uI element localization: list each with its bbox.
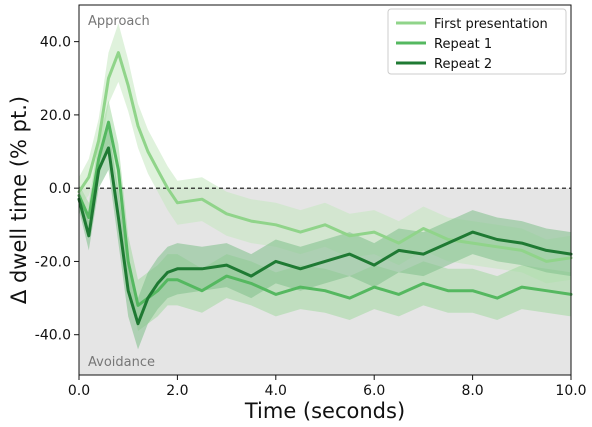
x-tick-label: 6.0: [363, 383, 385, 399]
x-tick-label: 8.0: [461, 383, 483, 399]
y-tick-label: 0.0: [49, 181, 71, 197]
legend-label-repeat-2: Repeat 2: [434, 57, 492, 72]
x-axis-title: Time (seconds): [244, 399, 405, 423]
y-tick-label: -20.0: [35, 254, 71, 270]
confidence-band-2: [79, 125, 571, 350]
x-tick-label: 0.0: [68, 383, 90, 399]
x-tick-label: 2.0: [166, 383, 188, 399]
legend-label-repeat-1: Repeat 1: [434, 37, 492, 52]
series-line-2: [77, 146, 573, 326]
legend: First presentation Repeat 1 Repeat 2: [387, 8, 567, 75]
legend-label-first-presentation: First presentation: [434, 17, 548, 32]
y-tick-label: 20.0: [40, 108, 71, 124]
plot-frame: [78, 4, 572, 376]
series-lines: [77, 51, 573, 326]
y-axis-title: Δ dwell time (% pt.): [7, 96, 31, 304]
y-tick-label: -40.0: [35, 328, 71, 344]
series-line-1: [77, 120, 573, 307]
confidence-band-0: [79, 23, 571, 284]
x-axis-ticks: 0.0 2.0 4.0 6.0 8.0 10.0: [68, 375, 587, 399]
x-tick-label: 10.0: [555, 383, 586, 399]
x-tick-label: 4.0: [265, 383, 287, 399]
confidence-bands: [79, 23, 571, 350]
y-tick-label: 40.0: [40, 35, 71, 51]
legend-box: [387, 8, 567, 75]
series-line-0: [77, 51, 573, 263]
avoidance-annotation: Avoidance: [88, 355, 155, 370]
approach-annotation: Approach: [88, 14, 150, 29]
y-axis-ticks: 40.0 20.0 0.0 -20.0 -40.0: [35, 35, 79, 344]
